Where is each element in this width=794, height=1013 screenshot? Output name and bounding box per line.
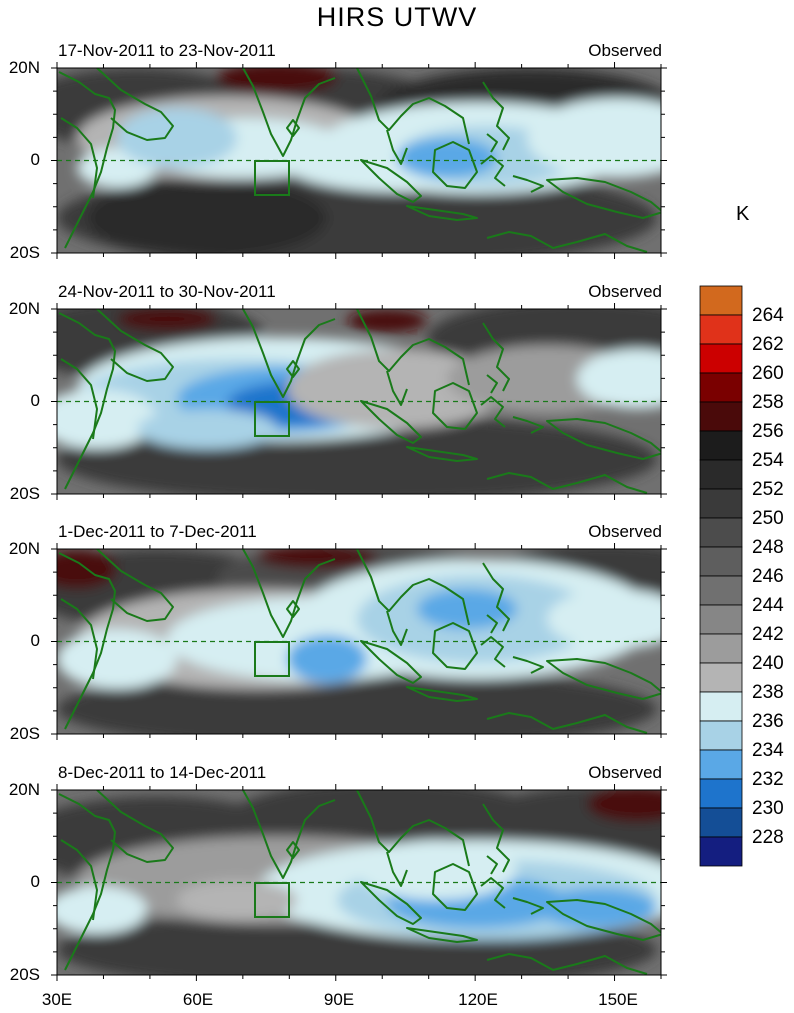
contour-region <box>57 629 177 689</box>
contour-region <box>117 108 237 168</box>
colorbar-label: 238 <box>752 682 784 703</box>
colorbar-label: 262 <box>752 334 784 355</box>
analysis-box <box>254 641 290 677</box>
colorbar-unit: K <box>736 203 750 225</box>
contour-region <box>87 178 327 253</box>
map-panel-4 <box>51 784 667 981</box>
contour-region <box>177 880 297 920</box>
colorbar-swatch <box>699 691 743 722</box>
colorbar-swatch <box>699 836 743 867</box>
colorbar-swatch <box>699 720 743 751</box>
colorbar-swatch <box>699 488 743 519</box>
panel-2-date-range: 24-Nov-2011 to 30-Nov-2011 <box>58 282 276 301</box>
colorbar-label: 248 <box>752 537 784 558</box>
colorbar-swatch <box>699 401 743 432</box>
lon-label-60e: 60E <box>182 990 214 1009</box>
colorbar-label: 234 <box>752 740 784 761</box>
colorbar-swatch <box>699 604 743 635</box>
colorbar-label: 242 <box>752 624 784 645</box>
colorbar-label: 254 <box>752 450 784 471</box>
colorbar-label: 250 <box>752 508 784 529</box>
colorbar-label: 228 <box>752 827 784 848</box>
analysis-box <box>254 401 290 437</box>
lat-label-0: 0 <box>30 150 40 169</box>
map-panel-3 <box>51 543 667 740</box>
colorbar <box>699 285 743 867</box>
colorbar-swatch <box>699 459 743 490</box>
colorbar-swatch <box>699 285 743 316</box>
colorbar-swatch <box>699 314 743 345</box>
contour-field <box>57 68 661 253</box>
lon-label-120e: 120E <box>458 990 498 1009</box>
colorbar-label: 246 <box>752 566 784 587</box>
contour-region <box>57 389 157 449</box>
colorbar-label: 260 <box>752 363 784 384</box>
colorbar-label: 256 <box>752 421 784 442</box>
colorbar-label: 252 <box>752 479 784 500</box>
lat-label-20s: 20S <box>9 724 40 743</box>
colorbar-label: 244 <box>752 595 784 616</box>
lat-label-20n: 20N <box>8 299 40 318</box>
lat-label-20n: 20N <box>8 539 40 558</box>
lat-label-20n: 20N <box>8 58 40 77</box>
contour-region <box>527 98 661 178</box>
map-panel-1 <box>51 62 667 259</box>
contour-region <box>117 309 217 331</box>
contour-region <box>587 790 661 822</box>
lon-label-30e: 30E <box>41 990 73 1009</box>
panel-1-label: Observed <box>588 41 662 60</box>
contour-region <box>287 635 367 683</box>
colorbar-swatch <box>699 778 743 809</box>
lat-label-20s: 20S <box>9 965 40 984</box>
lat-label-0: 0 <box>30 631 40 650</box>
colorbar-swatch <box>699 662 743 693</box>
map-panel-2 <box>51 303 667 500</box>
colorbar-swatch <box>699 633 743 664</box>
colorbar-swatch <box>699 749 743 780</box>
colorbar-label: 258 <box>752 392 784 413</box>
contour-region <box>57 886 147 934</box>
colorbar-swatch <box>699 575 743 606</box>
colorbar-swatch <box>699 430 743 461</box>
contour-region <box>357 840 517 900</box>
analysis-box <box>254 160 290 196</box>
lon-label-150e: 150E <box>598 990 638 1009</box>
lon-label-90e: 90E <box>323 990 355 1009</box>
contour-region <box>397 138 497 178</box>
panel-1-date-range: 17-Nov-2011 to 23-Nov-2011 <box>58 41 276 60</box>
panel-3-date-range: 1-Dec-2011 to 7-Dec-2011 <box>58 522 257 541</box>
panel-2-label: Observed <box>588 282 662 301</box>
lat-label-0: 0 <box>30 391 40 410</box>
contour-region <box>537 888 657 928</box>
figure-title: HIRS UTWV <box>316 2 478 32</box>
lat-label-20s: 20S <box>9 243 40 262</box>
colorbar-label: 236 <box>752 711 784 732</box>
panel-4-label: Observed <box>588 763 662 782</box>
contour-region <box>217 68 337 94</box>
lat-label-0: 0 <box>30 872 40 891</box>
contour-field <box>57 549 661 734</box>
colorbar-swatch <box>699 546 743 577</box>
colorbar-label: 264 <box>752 305 784 326</box>
colorbar-label: 240 <box>752 653 784 674</box>
colorbar-label: 230 <box>752 798 784 819</box>
panel-4-date-range: 8-Dec-2011 to 14-Dec-2011 <box>58 763 267 782</box>
contour-region <box>257 549 377 569</box>
lat-label-20s: 20S <box>9 484 40 503</box>
colorbar-label: 232 <box>752 769 784 790</box>
colorbar-swatch <box>699 807 743 838</box>
contour-region <box>137 409 277 449</box>
panel-3-label: Observed <box>588 522 662 541</box>
analysis-box <box>254 882 290 918</box>
colorbar-swatch <box>699 517 743 548</box>
contour-region <box>547 589 661 649</box>
colorbar-swatch <box>699 372 743 403</box>
colorbar-swatch <box>699 343 743 374</box>
lat-label-20n: 20N <box>8 780 40 799</box>
contour-region <box>577 349 661 409</box>
